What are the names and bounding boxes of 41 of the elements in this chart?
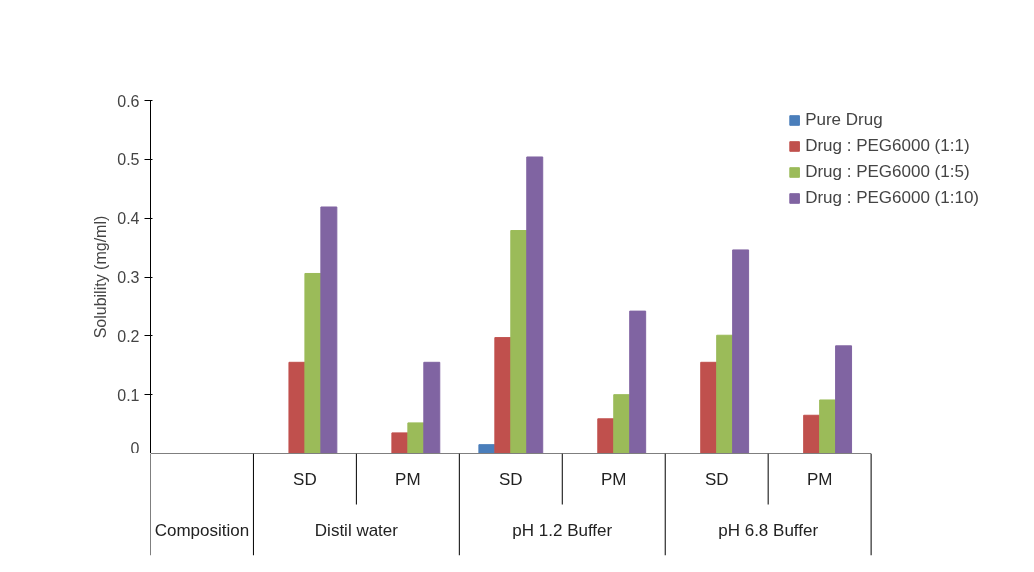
x-tick-label: PM — [806, 469, 833, 489]
bar — [478, 444, 496, 453]
legend-label: Drug : PEG6000 (1:5) — [805, 162, 970, 182]
bar — [835, 345, 853, 453]
bar — [803, 414, 821, 453]
y-axis-title: Solubility (mg/ml) — [92, 215, 110, 339]
y-tick-label: 0.3 — [117, 269, 140, 286]
bar — [423, 361, 441, 453]
x-tick-label: SD — [293, 469, 317, 489]
bar — [597, 418, 615, 453]
bar — [494, 337, 512, 453]
bar — [716, 334, 734, 453]
x-tick-label: PM — [395, 469, 421, 489]
legend-label: Pure Drug — [805, 110, 883, 130]
bar — [304, 272, 322, 453]
legend-label: Drug : PEG6000 (1:10) — [805, 188, 979, 208]
y-tick-label: 0.1 — [117, 386, 140, 404]
text: pH 6.8 Buffer — [718, 520, 819, 540]
bar — [700, 361, 718, 453]
y-tick-label: 0.2 — [117, 327, 140, 345]
y-tick-label: 0.5 — [117, 151, 140, 169]
bar — [819, 399, 837, 453]
x-tick-label: SD — [499, 469, 523, 489]
bar — [391, 432, 409, 453]
legend-label: Drug : PEG6000 (1:1) — [805, 136, 970, 156]
bar — [526, 156, 544, 453]
bar — [629, 310, 647, 453]
text: Composition — [154, 520, 250, 540]
bar — [407, 422, 425, 453]
y-tick-label: 0 — [130, 439, 140, 457]
text: Distil water — [314, 520, 399, 540]
text: pH 1.2 Buffer — [512, 520, 613, 540]
x-tick-label: SD — [704, 469, 729, 489]
bar — [320, 206, 338, 453]
x-tick-label: PM — [601, 469, 627, 489]
bar — [732, 249, 750, 453]
y-tick-label: 0.4 — [117, 210, 140, 228]
bar — [510, 230, 528, 453]
bar — [288, 361, 306, 453]
bar — [613, 394, 631, 453]
y-tick-label: 0.6 — [117, 92, 140, 110]
